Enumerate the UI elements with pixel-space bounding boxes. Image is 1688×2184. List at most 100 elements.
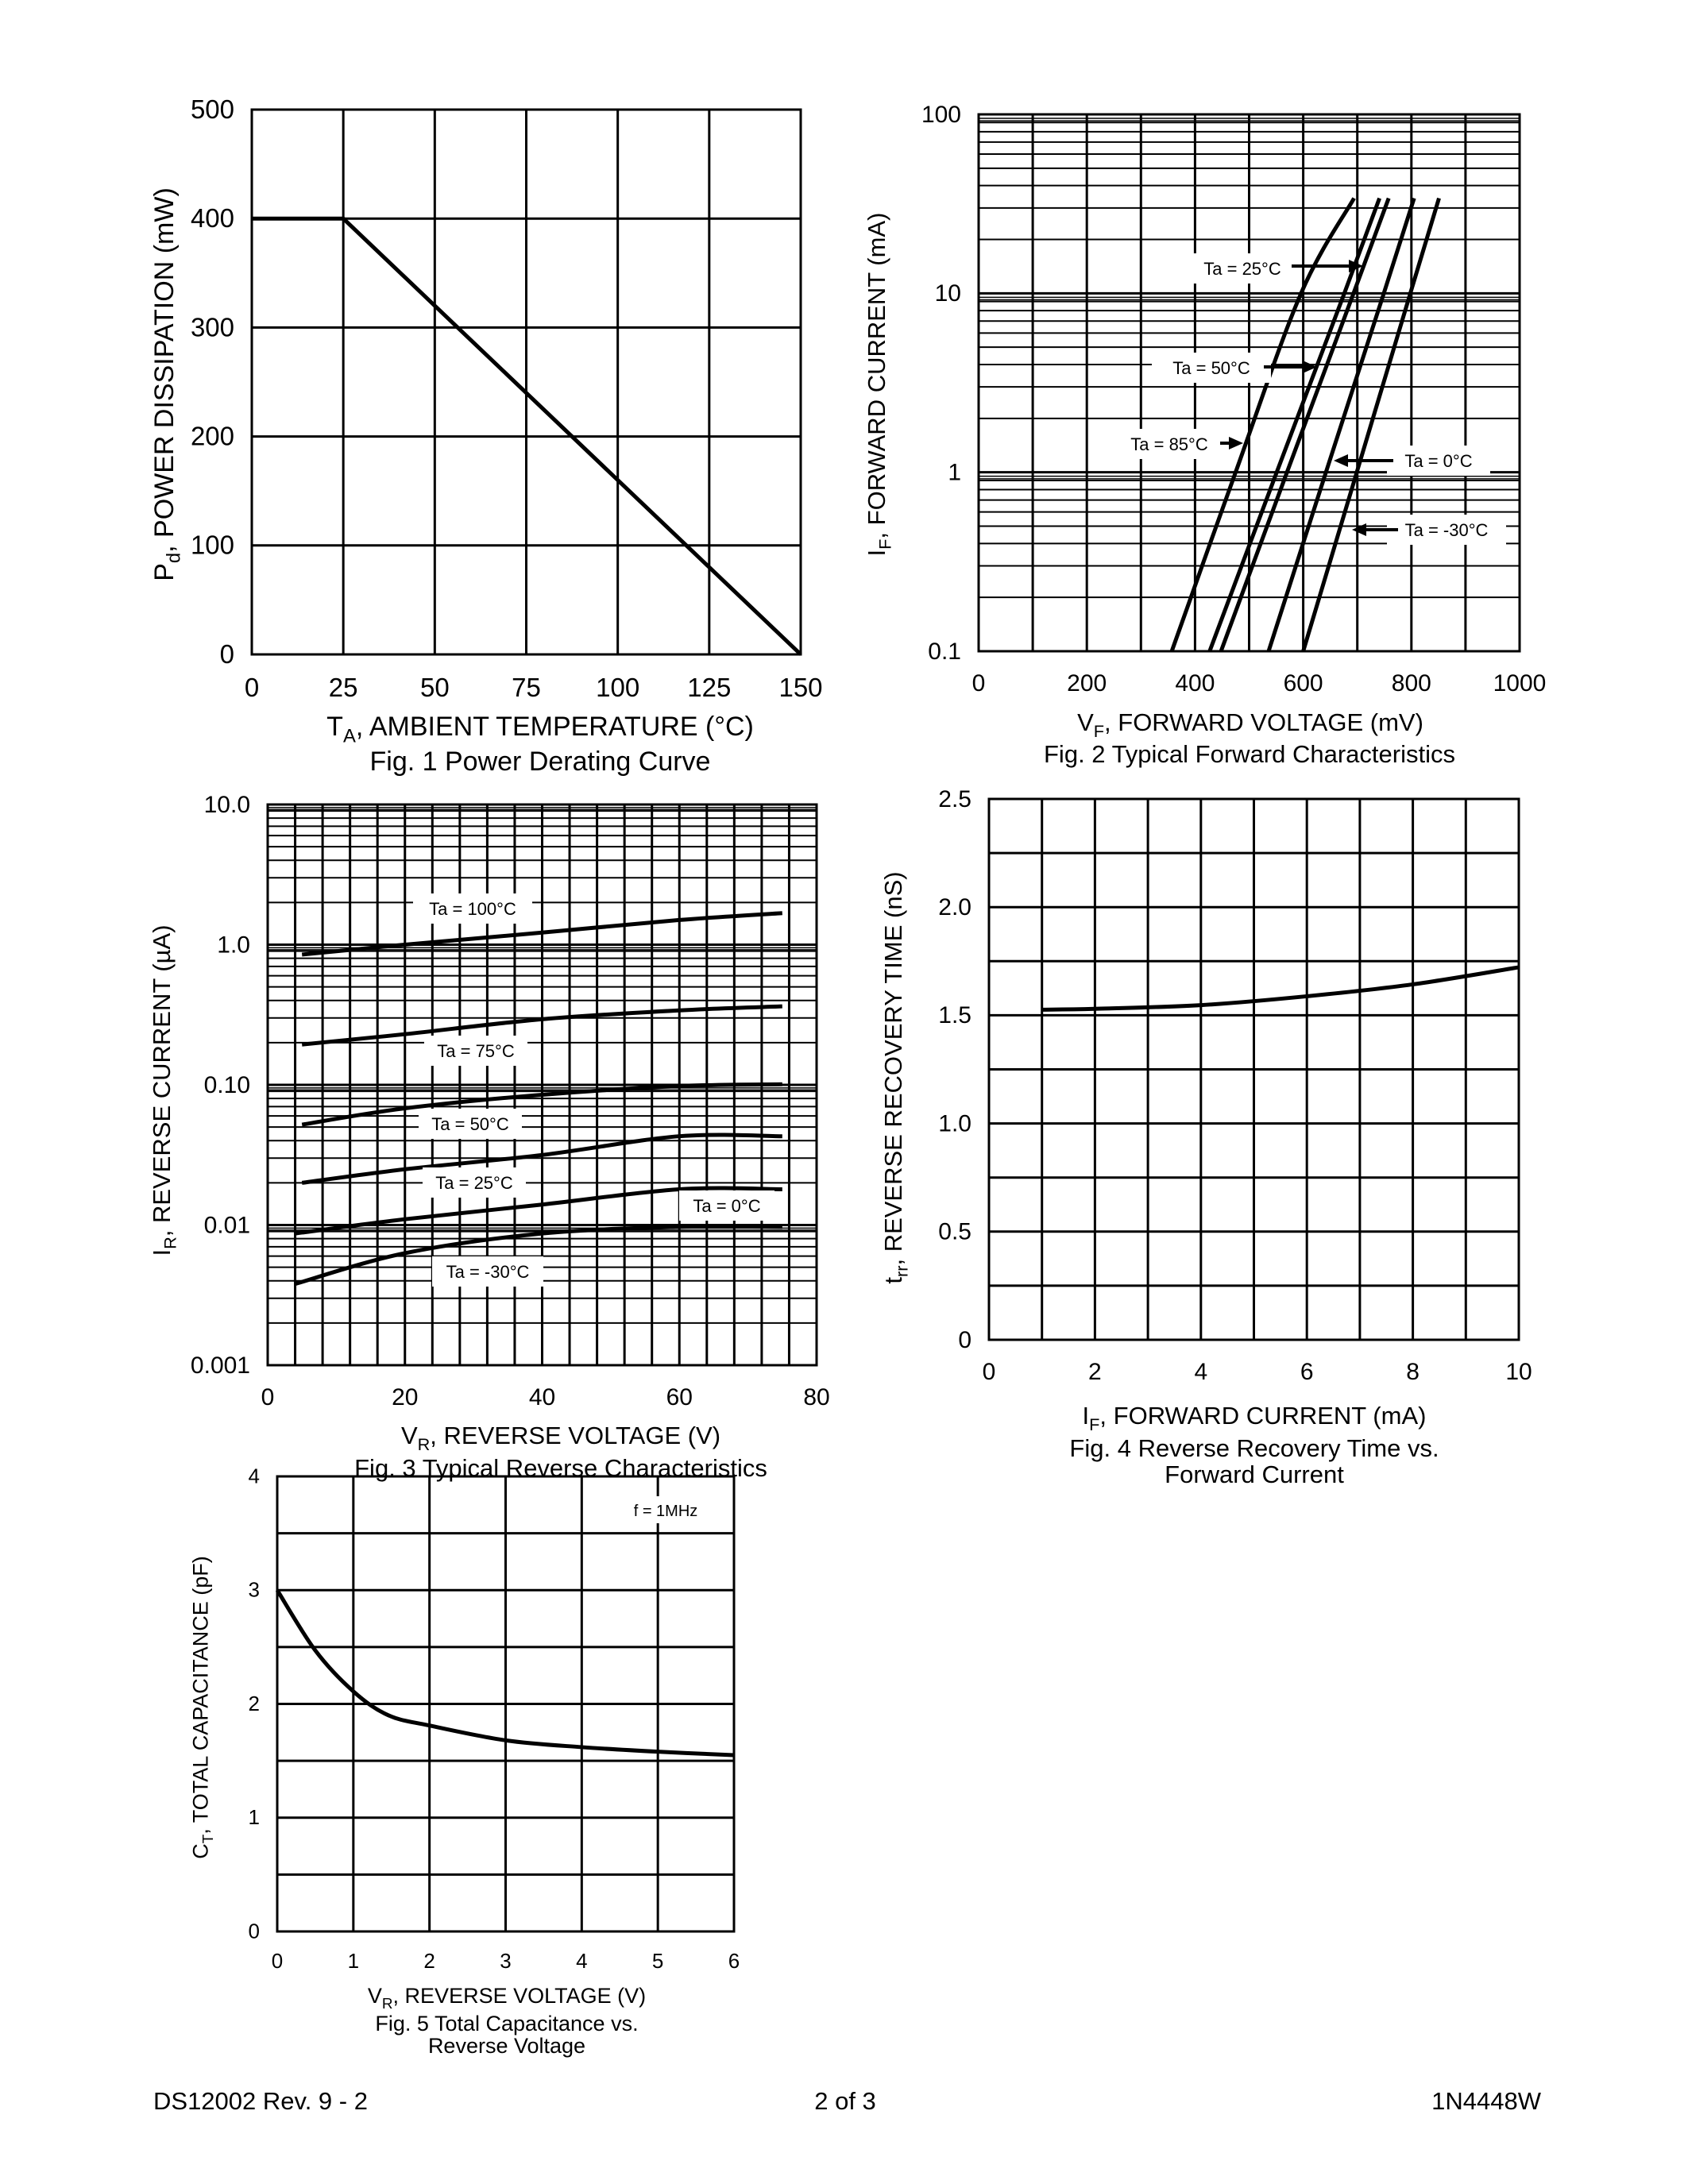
series-line-5	[1301, 197, 1441, 652]
x-axis-label-subscript: R	[418, 1434, 431, 1454]
x-tick-label: 25	[329, 673, 358, 702]
annotation-background	[1152, 353, 1271, 383]
x-tick-label: 0	[972, 670, 986, 696]
x-tick-label: 125	[687, 673, 731, 702]
y-axis-label-text: , REVERSE RECOVERY TIME (nS)	[879, 871, 907, 1265]
series-line-4	[301, 1133, 782, 1185]
x-tick-label: 400	[1175, 670, 1215, 696]
y-tick-label: 0	[958, 1327, 971, 1353]
annotation-label: Ta = -30°C	[1405, 520, 1489, 540]
x-tick-label: 600	[1284, 670, 1323, 696]
y-axis-label-symbol: P	[149, 563, 180, 581]
y-axis-label-text: , TOTAL CAPACITANCE (pF)	[188, 1556, 212, 1835]
x-tick-label: 6	[1300, 1359, 1314, 1385]
y-axis-label-subscript: R	[160, 1237, 180, 1249]
x-axis-label-subscript: R	[382, 1996, 393, 2012]
x-axis-label-text: , FORWARD VOLTAGE (mV)	[1104, 708, 1423, 736]
figure-1: 0 25 50 75 100 125 150 0 100 200 300 400 500 TA, AMBI…	[149, 95, 823, 777]
y-tick-label: 1.0	[217, 932, 250, 958]
y-tick-label: 1.5	[938, 1002, 971, 1028]
x-tick-label: 0	[272, 1949, 283, 1973]
footer-part-number: 1N4448W	[1431, 2087, 1541, 2115]
y-axis-label: Pd, POWER DISSIPATION (mW)	[149, 187, 185, 581]
y-axis-label: CT, TOTAL CAPACITANCE (pF)	[188, 1556, 217, 1859]
figure-caption: Fig. 2 Typical Forward Characteristics	[1044, 740, 1455, 768]
x-axis-label-text: , REVERSE VOLTAGE (V)	[430, 1422, 720, 1449]
series-line-1	[252, 216, 802, 656]
x-tick-label: 80	[803, 1384, 829, 1410]
y-tick-label: 4	[249, 1464, 260, 1488]
annotation-label: Ta = 50°C	[1172, 358, 1250, 378]
y-tick-label: 300	[191, 312, 234, 341]
figure-caption: Fig. 4 Reverse Recovery Time vs.	[1069, 1434, 1439, 1462]
x-tick-label: 0	[261, 1384, 275, 1410]
annotation-background	[1110, 429, 1229, 459]
annotation-background	[1183, 253, 1302, 284]
x-tick-label: 100	[596, 673, 639, 702]
y-tick-label: 100	[921, 102, 961, 128]
y-axis-label-text: , POWER DISSIPATION (mW)	[149, 187, 180, 553]
figure-caption-line2: Reverse Voltage	[428, 2034, 585, 2058]
x-axis-label-symbol: T	[326, 712, 343, 742]
x-tick-label: 200	[1067, 670, 1107, 696]
x-axis-label-text: , REVERSE VOLTAGE (V)	[393, 1984, 647, 2008]
y-axis-label-symbol: C	[188, 1843, 212, 1859]
annotation-background	[413, 893, 532, 924]
y-tick-label: 0.01	[204, 1212, 250, 1238]
y-axis-label-symbol: I	[148, 1249, 176, 1256]
annotation-background	[419, 1109, 522, 1139]
annotation-label: Ta = 0°C	[693, 1196, 760, 1216]
figure-5: f = 1MHz 0 1 2 3 4 5 6 0 1 2 3 4 VR, REVERSE VOLTAGE …	[188, 1464, 740, 2058]
arrowhead-icon	[1229, 437, 1243, 450]
y-tick-label: 2.0	[938, 894, 971, 920]
x-tick-label: 1000	[1493, 670, 1547, 696]
annotation-background	[424, 1036, 527, 1066]
x-tick-label: 60	[666, 1384, 693, 1410]
annotation-background	[626, 1496, 705, 1523]
y-tick-label: 0.5	[938, 1219, 971, 1245]
annotation-background	[423, 1167, 526, 1198]
annotation-label: Ta = -30°C	[446, 1262, 530, 1282]
plot-frame	[977, 113, 1521, 653]
x-tick-label: 50	[420, 673, 450, 702]
annotation-label: Ta = 100°C	[429, 899, 516, 919]
x-axis-label-symbol: I	[1083, 1402, 1090, 1430]
y-tick-label: 3	[249, 1578, 260, 1602]
y-axis-label: trr, REVERSE RECOVERY TIME (nS)	[879, 871, 912, 1283]
series-line-1	[275, 1588, 735, 1758]
y-tick-label: 0.10	[204, 1072, 250, 1098]
figure-4: 0 2 4 6 8 10 0 0.5 1.0 1.5 2.0 2.5 IF, FORWARD CURRE…	[879, 786, 1532, 1488]
arrowhead-icon	[1352, 523, 1366, 536]
x-tick-label: 4	[1194, 1359, 1207, 1385]
x-tick-label: 150	[778, 673, 822, 702]
annotation-background	[679, 1190, 774, 1221]
x-axis-label-subscript: F	[1089, 1414, 1099, 1434]
x-axis-label-text: , AMBIENT TEMPERATURE (°C)	[356, 712, 754, 742]
series-line-1	[1041, 965, 1520, 1012]
y-tick-label: 500	[191, 95, 234, 124]
y-axis-label-text: , REVERSE CURRENT (µA)	[148, 924, 176, 1237]
x-tick-label: 6	[728, 1949, 740, 1973]
grid	[987, 797, 1520, 1341]
annotation-label: Ta = 85°C	[1130, 434, 1208, 454]
series-line-2	[301, 1004, 782, 1047]
x-tick-label: 0	[983, 1359, 996, 1385]
series-line-6	[294, 1224, 782, 1287]
x-tick-label: 5	[652, 1949, 663, 1973]
x-tick-label: 4	[576, 1949, 587, 1973]
series-line-1	[1169, 197, 1356, 652]
y-tick-label: 2.5	[938, 786, 971, 812]
x-tick-label: 0	[245, 673, 259, 702]
annotation-label: Ta = 75°C	[437, 1041, 515, 1061]
y-axis-label-text: , FORWARD CURRENT (mA)	[863, 213, 890, 539]
y-tick-label: 1.0	[938, 1110, 971, 1136]
footer-doc-number: DS12002 Rev. 9 - 2	[153, 2087, 368, 2115]
figure-caption: Fig. 1 Power Derating Curve	[370, 747, 711, 777]
annotation-label: Ta = 25°C	[435, 1173, 513, 1193]
y-tick-label: 0.1	[928, 639, 961, 665]
x-tick-label: 1	[348, 1949, 359, 1973]
plot-frame	[250, 108, 802, 656]
y-axis-label-subscript: d	[163, 553, 184, 563]
